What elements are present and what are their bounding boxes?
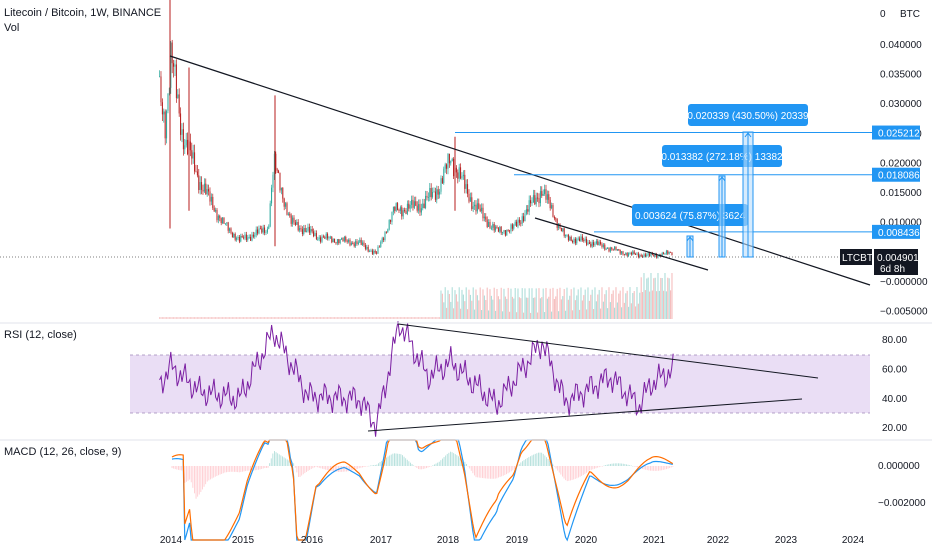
target-label-box	[872, 125, 920, 140]
volume-label: Vol	[4, 22, 20, 34]
measure-box-3-text: 0.003624 (75.87%) 3624	[635, 211, 746, 222]
target-label-box	[872, 224, 920, 239]
price-tick-label: 0.015000	[880, 188, 922, 199]
measure-box-1-text: 0.020339 (430.50%) 20339	[687, 111, 809, 122]
macd-pane[interactable]: 0.000000 −0.002000	[171, 439, 926, 542]
time-axis-label: 2015	[232, 535, 255, 546]
time-axis-label: 2024	[842, 535, 865, 546]
current-symbol: LTCBTC	[842, 253, 880, 264]
price-tick-label: −0.005000	[880, 306, 928, 317]
rsi-trendline-top[interactable]	[397, 323, 819, 379]
price-tick-label: 0.020000	[880, 158, 922, 169]
rsi-tick-label: 60.00	[882, 364, 907, 375]
measure-box-2-text: 0.013382 (272.18%) 13382	[661, 152, 783, 163]
chart-title: Litecoin / Bitcoin, 1W, BINANCE	[4, 7, 162, 19]
rsi-tick-label: 80.00	[882, 335, 907, 346]
measure-arrows	[686, 131, 754, 258]
macd-tick-label: 0.000000	[878, 461, 920, 472]
price-tick-label: 0.035000	[880, 70, 922, 81]
rsi-tick-label: 40.00	[882, 394, 907, 405]
macd-tick-label: −0.002000	[878, 498, 926, 509]
time-axis-label: 2020	[575, 535, 598, 546]
measure-box-2[interactable]: 0.013382 (272.18%) 13382	[661, 145, 783, 167]
measure-box-3[interactable]: 0.003624 (75.87%) 3624	[632, 204, 748, 226]
macd-title: MACD (12, 26, close, 9)	[4, 446, 122, 458]
time-axis-label: 2019	[506, 535, 529, 546]
target-label: 0.008436	[878, 228, 920, 239]
rsi-trendline-bottom[interactable]	[367, 398, 803, 432]
rsi-axis-ticks: 80.00 60.00 40.00 20.00	[882, 335, 907, 434]
price-candles	[159, 0, 673, 259]
target-label: 0.025212	[878, 129, 920, 140]
price-pane[interactable]: 0.0400000.0350000.0300000.0250000.020000…	[0, 0, 928, 319]
current-price-value: 0.004901	[877, 253, 919, 264]
time-axis-label: 2014	[160, 535, 183, 546]
time-axis-label: 2023	[775, 535, 798, 546]
axis-zero-label: 0	[880, 9, 886, 20]
price-tick-label: 0.010000	[880, 218, 922, 229]
time-axis-label: 2017	[370, 535, 393, 546]
price-tick-label: 0.040000	[880, 40, 922, 51]
signal-line	[171, 439, 674, 541]
time-axis-label: 2018	[437, 535, 460, 546]
time-axis-label: 2022	[707, 535, 730, 546]
current-price-label[interactable]: LTCBTC 0.004901 6d 8h	[840, 249, 919, 275]
price-tick-label: −0.000000	[880, 277, 928, 288]
target-label: 0.018086	[878, 171, 920, 182]
trendline-lower[interactable]	[534, 217, 709, 271]
countdown-value: 6d 8h	[880, 264, 905, 275]
time-axis-label: 2021	[643, 535, 666, 546]
target-levels[interactable]: 0.025212 0.018086 0.008436	[455, 125, 920, 239]
target-label-box	[872, 167, 920, 182]
currency-label: BTC	[900, 9, 920, 20]
time-axis-label: 2016	[301, 535, 324, 546]
rsi-line	[159, 321, 674, 437]
measure-box-1[interactable]: 0.020339 (430.50%) 20339	[687, 104, 809, 126]
macd-histogram	[171, 451, 674, 499]
rsi-pane[interactable]: 80.00 60.00 40.00 20.00	[130, 321, 907, 437]
macd-axis-ticks: 0.000000 −0.002000	[878, 461, 926, 509]
rsi-title: RSI (12, close)	[4, 329, 77, 341]
volume-bars	[159, 273, 673, 319]
macd-line	[171, 439, 673, 542]
price-tick-label: 0.030000	[880, 99, 922, 110]
time-axis[interactable]: 2014 2015 2016 2017 2018 2019 2020 2021 2022 2023…	[160, 535, 865, 546]
rsi-tick-label: 20.00	[882, 423, 907, 434]
